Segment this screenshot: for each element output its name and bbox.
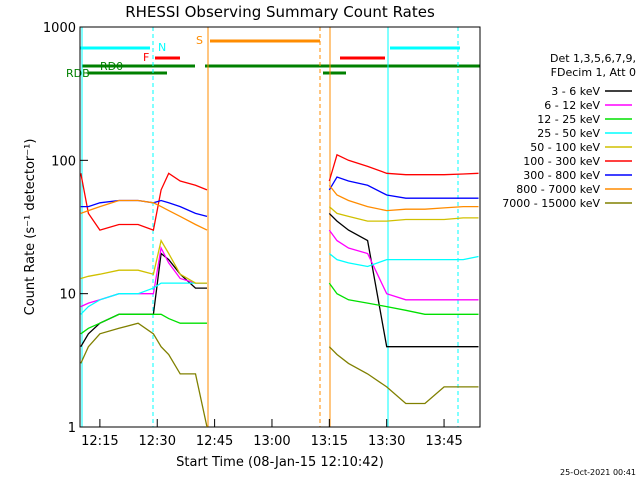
legend-label: 300 - 800 keV — [523, 169, 600, 182]
timestamp: 25-Oct-2021 00:41 — [560, 468, 636, 477]
flag-label: RDB — [66, 67, 90, 80]
legend-label: 3 - 6 keV — [551, 85, 600, 98]
flag-label: N — [158, 41, 166, 54]
flag-bars — [80, 39, 480, 75]
series-line — [80, 282, 479, 335]
y-axis-label: Count Rate (s⁻¹ detector⁻¹) — [23, 139, 38, 316]
y-tick-label: 1000 — [43, 21, 76, 36]
legend-label: 25 - 50 keV — [537, 127, 600, 140]
legend-label: 50 - 100 keV — [530, 141, 600, 154]
flag-label: S — [196, 34, 203, 47]
legend-label: 100 - 300 keV — [523, 155, 600, 168]
legend-header: FDecim 1, Att 0 — [551, 66, 636, 79]
series-line — [80, 252, 479, 315]
series-line — [80, 229, 479, 308]
x-tick-label: 12:30 — [139, 434, 176, 449]
y-tick-label: 100 — [51, 154, 76, 169]
flag-label: RD0 — [100, 60, 123, 73]
series-line — [80, 212, 479, 348]
flag-label: F — [143, 51, 149, 64]
y-tick-label: 1 — [68, 421, 76, 436]
legend-label: 6 - 12 keV — [544, 99, 600, 112]
series-line — [80, 153, 479, 231]
x-tick-label: 13:30 — [368, 434, 405, 449]
legend-label: 12 - 25 keV — [537, 113, 600, 126]
chart-title: RHESSI Observing Summary Count Rates — [125, 3, 435, 21]
series-line — [80, 176, 479, 218]
series-line — [80, 184, 479, 231]
x-tick-label: 12:45 — [196, 434, 233, 449]
legend-header: Det 1,3,5,6,7,9, — [550, 52, 636, 65]
y-tick-label: 10 — [59, 288, 76, 303]
x-tick-label: 12:15 — [81, 434, 118, 449]
series-line — [80, 322, 479, 428]
legend-label: 7000 - 15000 keV — [502, 197, 600, 210]
x-axis-label: Start Time (08-Jan-15 12:10:42) — [176, 455, 384, 470]
series-line — [80, 206, 479, 284]
plot-frame — [79, 26, 481, 428]
x-tick-label: 13:15 — [311, 434, 348, 449]
legend-label: 800 - 7000 keV — [516, 183, 600, 196]
x-tick-label: 13:00 — [253, 434, 290, 449]
x-tick-label: 13:45 — [425, 434, 462, 449]
time-markers — [81, 27, 459, 427]
